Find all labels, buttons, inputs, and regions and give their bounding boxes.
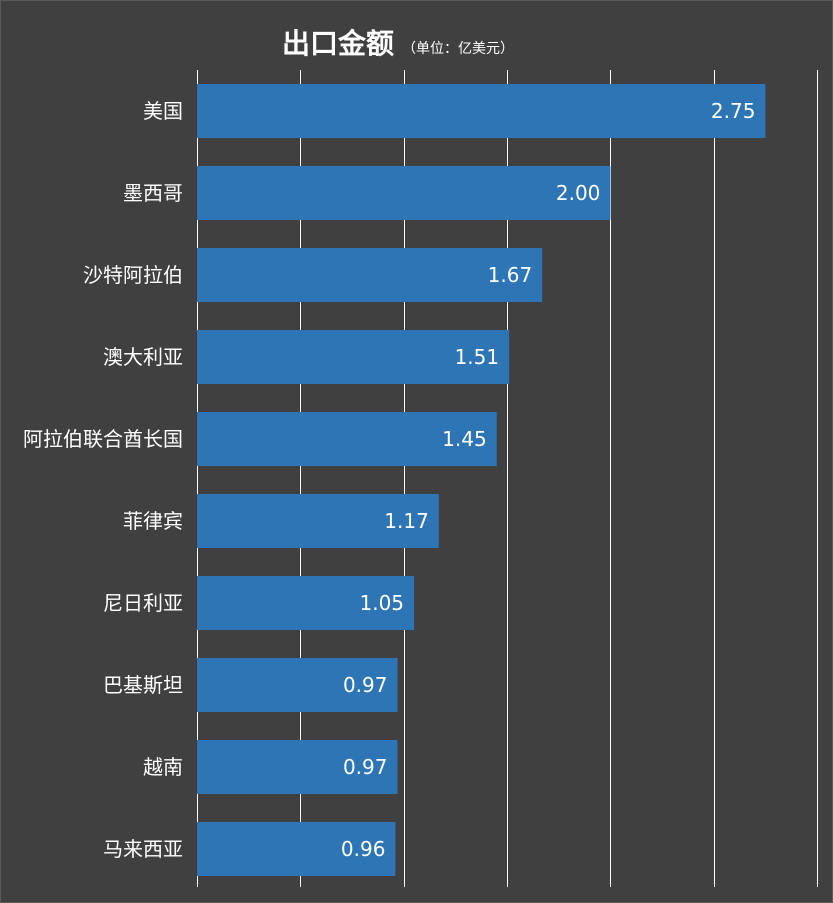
bar-3 (197, 330, 510, 384)
data-label-8: 0.97 (343, 755, 388, 779)
category-label-9: 马来西亚 (103, 837, 183, 861)
bar-5 (197, 494, 439, 548)
data-label-3: 1.51 (455, 345, 500, 369)
chart-subtitle: （单位：亿美元） (402, 41, 515, 57)
data-label-9: 0.96 (341, 837, 386, 861)
chart-title-block: 出口金额 （单位：亿美元） (282, 22, 514, 62)
category-label-5: 菲律宾 (123, 509, 183, 533)
category-label-6: 尼日利亚 (103, 591, 183, 615)
bar-6 (197, 576, 415, 630)
bar-1 (197, 166, 611, 220)
chart-title: 出口金额 (282, 27, 395, 60)
bar-4 (197, 412, 497, 466)
data-label-0: 2.75 (711, 99, 756, 123)
category-label-0: 美国 (143, 99, 183, 123)
data-label-7: 0.97 (343, 673, 388, 697)
category-label-1: 墨西哥 (123, 181, 183, 205)
category-label-4: 阿拉伯联合酋长国 (23, 427, 183, 451)
bar-2 (197, 248, 543, 302)
data-label-2: 1.67 (488, 263, 533, 287)
category-label-2: 沙特阿拉伯 (83, 263, 183, 287)
category-label-8: 越南 (143, 755, 183, 779)
bar-8 (197, 740, 398, 794)
category-label-7: 巴基斯坦 (103, 673, 183, 697)
data-label-5: 1.17 (384, 509, 429, 533)
bar-9 (197, 822, 396, 876)
bar-7 (197, 658, 398, 712)
data-label-4: 1.45 (442, 427, 487, 451)
data-label-1: 2.00 (556, 181, 601, 205)
category-label-3: 澳大利亚 (103, 345, 183, 369)
bar-0 (197, 84, 766, 138)
data-label-6: 1.05 (360, 591, 405, 615)
